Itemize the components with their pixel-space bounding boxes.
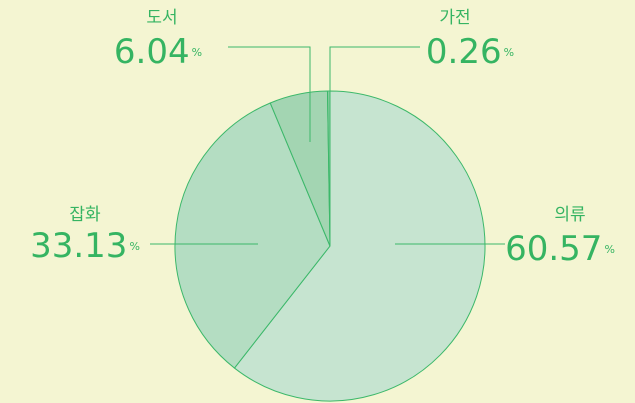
value-unit: % [504, 46, 514, 59]
category-label: 가전 [439, 8, 470, 28]
value-unit: % [192, 46, 202, 59]
pie-slice [233, 90, 486, 402]
value-number: 60.57 [505, 229, 602, 269]
value-number: 0.26 [426, 32, 502, 72]
value-label: 33.13% [30, 226, 140, 266]
value-unit: % [604, 243, 614, 256]
value-unit: % [129, 240, 139, 253]
value-label: 6.04% [114, 32, 202, 72]
pie-slice [174, 102, 331, 369]
value-number: 33.13 [30, 226, 127, 266]
category-label: 잡화 [69, 205, 101, 225]
category-label: 도서 [146, 8, 177, 28]
category-label: 의류 [554, 205, 585, 225]
value-number: 6.04 [114, 32, 190, 72]
value-label: 60.57% [505, 229, 615, 269]
value-label: 0.26% [426, 32, 514, 72]
leader-line [228, 46, 311, 142]
leader-line [329, 46, 420, 100]
